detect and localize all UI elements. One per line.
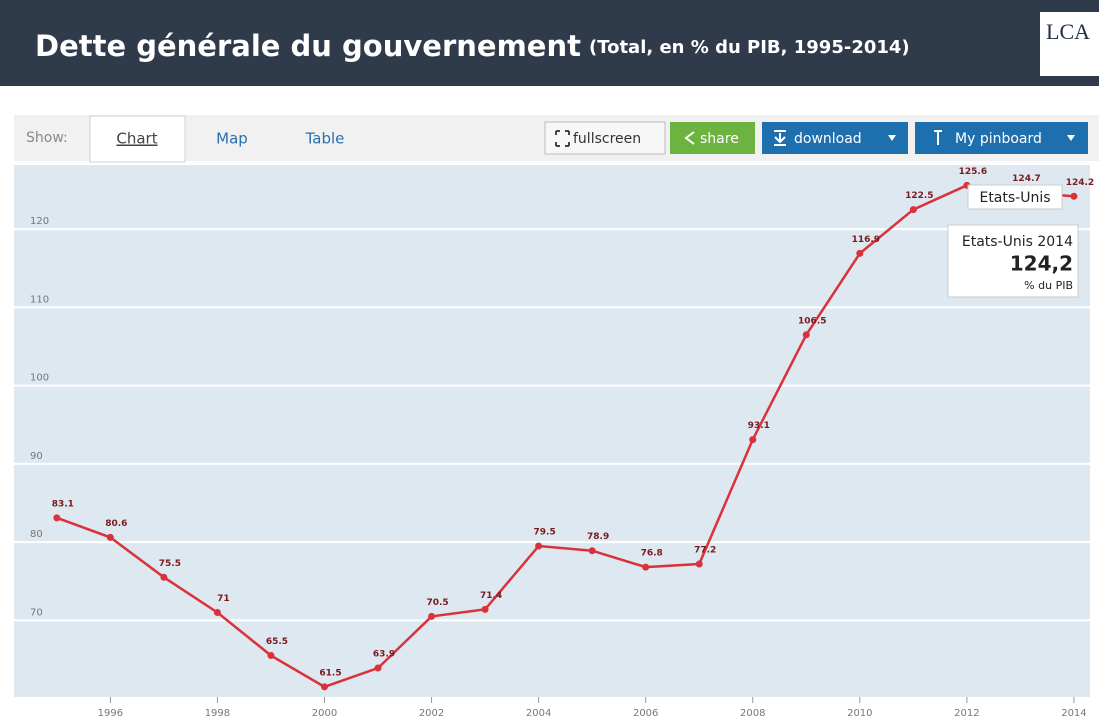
point xyxy=(695,560,703,568)
series-label-box xyxy=(967,184,1063,210)
pin-icon xyxy=(934,130,942,145)
button-label[interactable]: share xyxy=(700,131,739,147)
point xyxy=(481,605,489,613)
marks: 70 80 90 100 110 120 1996 1998 2000 2002 2004 2006 2… xyxy=(14,167,1094,719)
value-label: 80.6 xyxy=(105,519,127,529)
title-text: Dette générale du gouvernement xyxy=(35,29,581,63)
point xyxy=(106,533,114,541)
point xyxy=(588,547,596,555)
y-tick-label: 110 xyxy=(30,294,49,305)
point xyxy=(909,206,917,214)
value-label: 63.9 xyxy=(373,650,395,660)
tab[interactable]: Table xyxy=(305,130,345,148)
x-tick-label: 2006 xyxy=(633,708,658,719)
point xyxy=(53,514,61,522)
value-label: 71.4 xyxy=(480,591,502,601)
tooltip-unit: % du PIB xyxy=(1024,279,1073,292)
button-label[interactable]: download xyxy=(794,131,862,147)
value-label: 78.9 xyxy=(587,532,609,542)
point xyxy=(267,652,275,660)
point xyxy=(428,612,436,620)
y-tick-label: 70 xyxy=(30,607,43,618)
point xyxy=(642,563,650,571)
point xyxy=(802,331,810,339)
value-label: 93.1 xyxy=(748,421,770,431)
tab[interactable]: Chart xyxy=(116,130,157,148)
y-tick-label: 90 xyxy=(30,451,43,462)
value-label: 76.8 xyxy=(641,549,663,559)
value-label: 124.2 xyxy=(1066,178,1094,188)
pinboard-button[interactable] xyxy=(915,122,1088,154)
point xyxy=(160,573,168,581)
point xyxy=(856,249,864,257)
point xyxy=(213,609,221,617)
button-label[interactable]: My pinboard xyxy=(955,131,1042,147)
logo-box xyxy=(1040,12,1099,76)
tooltip-value: 124,2 xyxy=(1010,252,1073,276)
line xyxy=(56,184,1075,689)
value-label: 122.5 xyxy=(905,191,933,201)
fullscreen-button[interactable] xyxy=(544,121,666,155)
point xyxy=(320,683,328,691)
value-label: 61.5 xyxy=(319,668,341,678)
value-label: 77.2 xyxy=(694,546,716,556)
y-tick-label: 120 xyxy=(30,216,49,227)
header-bar xyxy=(0,0,1099,86)
tab-active[interactable] xyxy=(89,115,186,163)
value-label: 83.1 xyxy=(52,499,74,509)
dropdown-arrow xyxy=(888,135,896,141)
dropdown-arrow xyxy=(1067,135,1075,141)
value-label: 70.5 xyxy=(426,598,448,608)
y-tick-label: 100 xyxy=(30,373,49,384)
value-label: 125.6 xyxy=(959,167,987,177)
x-tick-label: 2000 xyxy=(312,708,337,719)
page-title: Dette générale du gouvernement (Total, en… xyxy=(35,29,910,63)
logo: LCA xyxy=(1046,19,1090,44)
show-label: Show: xyxy=(26,130,68,146)
download-button[interactable] xyxy=(762,122,908,154)
x-tick-label: 1996 xyxy=(98,708,123,719)
x-tick-label: 2002 xyxy=(419,708,444,719)
x-tick-label: 2012 xyxy=(954,708,979,719)
series-label: Etats-Unis xyxy=(979,190,1050,206)
tab[interactable]: Map xyxy=(216,130,248,148)
value-label: 106.5 xyxy=(798,316,826,326)
plot-area xyxy=(14,165,1090,697)
value-label: 71 xyxy=(217,594,230,604)
point xyxy=(749,436,757,444)
tooltip xyxy=(947,224,1079,298)
y-tick-label: 80 xyxy=(30,529,43,540)
point xyxy=(1070,192,1078,200)
x-tick-label: 2004 xyxy=(526,708,551,719)
subtitle-text: (Total, en % du PIB, 1995-2014) xyxy=(589,37,910,58)
fullscreen-icon xyxy=(555,130,570,147)
share-button[interactable] xyxy=(670,122,755,154)
value-label: 65.5 xyxy=(266,637,288,647)
value-label: 79.5 xyxy=(534,528,556,538)
value-label: 124.7 xyxy=(1012,174,1040,184)
value-label: 75.5 xyxy=(159,559,181,569)
x-tick-label: 2008 xyxy=(740,708,765,719)
share-icon xyxy=(684,131,695,145)
x-tick-label: 1998 xyxy=(205,708,230,719)
tooltip-title: Etats-Unis 2014 xyxy=(962,234,1073,250)
x-tick-label: 2014 xyxy=(1061,708,1086,719)
point xyxy=(374,664,382,672)
point xyxy=(535,542,543,550)
download-icon xyxy=(774,130,786,146)
button-label[interactable]: fullscreen xyxy=(573,131,641,147)
value-label: 116.9 xyxy=(852,235,880,245)
x-tick-label: 2010 xyxy=(847,708,872,719)
